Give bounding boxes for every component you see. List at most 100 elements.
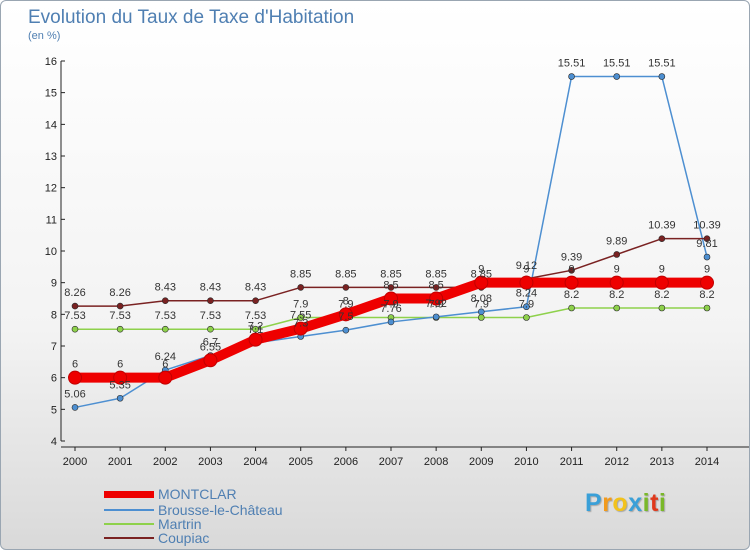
data-label: 8.08 — [471, 293, 492, 305]
data-point — [429, 291, 444, 306]
data-point — [248, 332, 263, 347]
logo-letter: i — [642, 489, 651, 517]
legend-swatch-martrin — [104, 523, 154, 525]
data-label: 9 — [523, 264, 529, 276]
chart-subtitle: (en %) — [28, 30, 61, 42]
data-point — [161, 325, 169, 333]
data-label: 5.35 — [109, 379, 130, 391]
data-label: 7.5 — [338, 311, 353, 323]
data-label: 7.9 — [293, 299, 308, 311]
data-point — [116, 394, 124, 402]
logo-letter: t — [650, 489, 659, 517]
x-tick-label: 2004 — [243, 456, 267, 468]
logo-letter: i — [658, 489, 667, 517]
data-label: 7.9 — [383, 299, 398, 311]
data-label: 8 — [343, 295, 349, 307]
data-point — [384, 291, 398, 306]
data-label: 9.12 — [516, 260, 537, 272]
data-label: 7.76 — [380, 303, 401, 315]
data-label: 7.53 — [109, 310, 130, 322]
data-label: 7.53 — [200, 310, 221, 322]
data-point — [519, 275, 534, 290]
data-point — [477, 314, 485, 321]
x-tick-label: 2000 — [63, 456, 87, 468]
data-label: 7.1 — [248, 324, 263, 336]
data-point — [68, 370, 82, 385]
logo-letter: x — [628, 489, 643, 517]
data-label: 7.9 — [519, 299, 534, 311]
data-label: 7.92 — [425, 298, 446, 310]
data-label: 8.2 — [564, 289, 579, 301]
x-tick-label: 2010 — [514, 456, 538, 468]
data-point — [658, 304, 666, 312]
data-label: 6 — [117, 359, 123, 371]
data-label: 15.51 — [603, 58, 631, 70]
data-point — [703, 253, 711, 261]
data-label: 7.2 — [248, 321, 263, 333]
data-point — [297, 314, 305, 321]
y-tick-label: 13 — [45, 151, 57, 163]
data-point — [568, 267, 575, 274]
data-point — [432, 313, 440, 321]
legend-label-brousse: Brousse-le-Château — [158, 502, 283, 518]
data-point — [564, 275, 579, 290]
data-point — [474, 275, 489, 290]
y-tick-label: 11 — [46, 214, 57, 226]
data-point — [116, 302, 124, 310]
data-point — [568, 73, 575, 80]
logo-letter: r — [602, 489, 613, 517]
data-label: 8.26 — [109, 287, 130, 299]
y-tick-label: 5 — [51, 404, 57, 416]
legend-label-coupiac: Coupiac — [158, 530, 210, 546]
data-label: 9 — [614, 264, 620, 276]
x-tick-label: 2011 — [560, 456, 584, 468]
data-label: 8.85 — [290, 268, 311, 280]
data-point — [71, 302, 79, 310]
data-label: 8.85 — [425, 268, 446, 280]
data-point — [293, 321, 308, 336]
data-label: 8.24 — [516, 288, 537, 300]
data-point — [252, 297, 259, 305]
data-label: 9.39 — [561, 251, 582, 263]
y-tick-label: 12 — [45, 183, 57, 195]
data-point — [116, 325, 124, 333]
legend-item-brousse: Brousse-le-Château — [104, 503, 283, 517]
data-point — [703, 235, 711, 242]
logo-letter: P — [585, 489, 603, 517]
data-point — [71, 404, 79, 411]
data-point — [387, 318, 395, 326]
data-label: 10.39 — [648, 220, 676, 232]
y-tick-label: 14 — [45, 119, 57, 131]
data-point — [658, 73, 666, 80]
proxiti-logo: Proxiti — [585, 489, 666, 518]
x-tick-label: 2009 — [469, 456, 493, 468]
y-tick-label: 10 — [45, 246, 57, 258]
data-point — [342, 326, 350, 334]
data-point — [207, 325, 214, 333]
data-label: 8.43 — [245, 282, 266, 294]
data-point — [342, 284, 350, 291]
y-tick-label: 7 — [51, 341, 57, 353]
legend-label-montclar: MONTCLAR — [158, 486, 237, 502]
x-tick-label: 2001 — [108, 456, 132, 468]
y-tick-label: 4 — [51, 436, 57, 448]
y-tick-label: 9 — [51, 278, 57, 290]
legend-item-martrin: Martrin — [104, 517, 202, 531]
data-point — [432, 284, 440, 291]
legend-swatch-brousse — [104, 509, 154, 511]
data-label: 6.24 — [155, 351, 176, 363]
data-point — [523, 314, 530, 321]
data-label: 8.43 — [200, 282, 221, 294]
data-label: 8.2 — [654, 289, 669, 301]
data-point — [203, 353, 218, 368]
data-label: 8.5 — [428, 280, 443, 292]
data-point — [297, 284, 305, 291]
data-point — [71, 325, 79, 333]
y-tick-label: 6 — [51, 373, 57, 385]
x-tick-label: 2006 — [334, 456, 358, 468]
data-label: 7.3 — [293, 318, 308, 330]
data-point — [654, 275, 669, 290]
data-label: 7.53 — [155, 310, 176, 322]
data-label: 8.5 — [383, 280, 398, 292]
